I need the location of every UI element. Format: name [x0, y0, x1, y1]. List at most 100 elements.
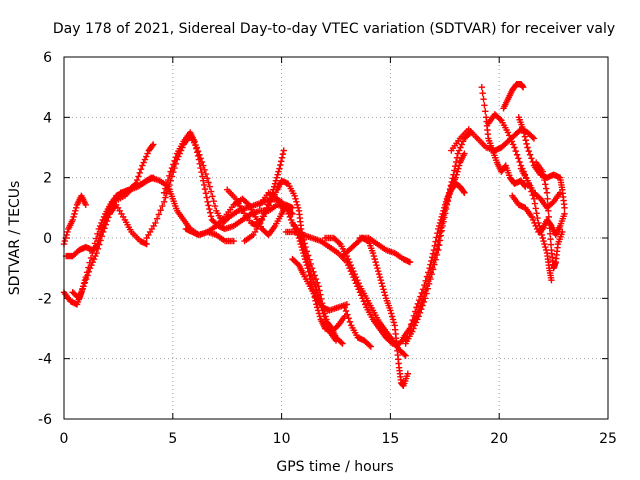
y-tick-label: -6: [38, 412, 52, 428]
data-point: [141, 156, 149, 163]
data-point: [87, 254, 95, 262]
data-point: [389, 316, 397, 323]
series-sat-track-12: [289, 219, 340, 344]
data-point: [203, 175, 211, 182]
data-point: [512, 147, 519, 155]
data-point: [479, 90, 486, 97]
data-point: [521, 182, 528, 189]
tick-labels: 0 5 10 15 20 25 -6 -4 -2 0 2 4 6: [38, 50, 617, 447]
data-point: [339, 340, 346, 347]
data-point: [133, 176, 141, 184]
data-point: [480, 96, 487, 103]
data-point: [481, 102, 488, 109]
data-point: [370, 252, 378, 260]
data-point: [525, 181, 532, 188]
data-point: [436, 219, 444, 227]
data-point: [167, 168, 174, 175]
data-point: [207, 188, 215, 195]
data-point: [280, 147, 287, 154]
data-point: [163, 181, 170, 188]
data-point: [410, 312, 418, 320]
data-point: [277, 161, 284, 169]
data-point: [559, 228, 566, 236]
data-point: [194, 152, 202, 160]
data-point: [506, 132, 513, 139]
data-point: [143, 153, 150, 160]
data-point: [427, 261, 434, 268]
data-point: [152, 219, 159, 227]
data-point: [428, 254, 436, 261]
data-point: [542, 181, 549, 188]
data-point: [429, 250, 437, 257]
x-tick-label: 10: [273, 431, 291, 447]
data-point: [561, 204, 568, 212]
data-point: [421, 281, 428, 289]
data-point: [519, 126, 527, 133]
data-point: [285, 210, 292, 218]
data-point: [301, 249, 309, 257]
data-point: [153, 215, 161, 222]
data-point: [338, 339, 345, 346]
data-point: [135, 173, 142, 180]
data-point: [262, 209, 269, 216]
data-point: [276, 165, 283, 172]
data-point: [388, 310, 395, 317]
data-point: [136, 169, 143, 177]
data-point: [371, 255, 378, 263]
data-point: [532, 205, 539, 212]
data-point: [419, 286, 427, 293]
x-axis-label: GPS time / hours: [276, 459, 393, 475]
data-point: [531, 200, 539, 207]
data-point: [292, 195, 299, 202]
data-point: [406, 258, 414, 266]
data-point: [139, 162, 146, 169]
data-points: [60, 80, 568, 390]
data-point: [202, 190, 210, 197]
data-point: [418, 289, 425, 297]
data-point: [377, 277, 385, 284]
data-point: [70, 213, 77, 221]
y-tick-label: 0: [43, 231, 52, 247]
data-point: [437, 216, 445, 224]
data-point: [193, 149, 201, 156]
data-point: [528, 155, 535, 162]
x-tick-label: 15: [381, 431, 399, 447]
series-sat-track-18: [356, 234, 414, 266]
data-point: [293, 198, 300, 205]
data-point: [415, 296, 423, 304]
series-sat-track-23: [478, 83, 529, 190]
data-point: [205, 202, 212, 209]
data-point: [200, 181, 208, 189]
data-point: [162, 194, 169, 201]
data-point: [166, 172, 173, 180]
data-point: [191, 138, 198, 145]
data-point: [533, 210, 540, 217]
data-point: [460, 188, 467, 195]
data-point: [561, 210, 568, 218]
data-point: [203, 194, 210, 201]
data-point: [435, 222, 443, 230]
data-point: [425, 269, 432, 276]
data-point: [461, 189, 468, 196]
data-point: [409, 316, 416, 324]
data-point: [207, 209, 214, 216]
data-point: [321, 313, 328, 320]
data-point: [71, 210, 78, 218]
data-point: [513, 151, 521, 158]
data-point: [207, 213, 215, 220]
data-point: [519, 83, 527, 91]
series-sat-track-28: [532, 159, 566, 272]
data-point: [200, 177, 207, 184]
data-point: [546, 219, 553, 227]
data-point: [201, 185, 209, 193]
data-point: [434, 229, 441, 237]
data-point: [530, 135, 538, 142]
data-point: [374, 264, 381, 272]
data-point: [522, 137, 529, 144]
data-point: [277, 158, 285, 165]
data-point: [458, 141, 465, 148]
data-point: [344, 255, 352, 263]
data-point: [82, 201, 89, 209]
data-point: [543, 189, 551, 196]
data-point: [99, 228, 107, 236]
